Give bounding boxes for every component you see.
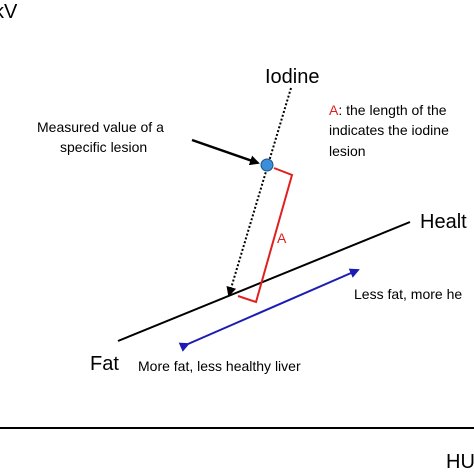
iodine-projection-line	[226, 87, 292, 297]
healthy-label: Healt	[420, 211, 467, 233]
a-explanation-text: : the length of the	[338, 102, 446, 118]
measured-value-line1: Measured value of a	[37, 119, 164, 135]
a-explanation-line1: A: the length of the	[329, 102, 447, 118]
iodine-label: Iodine	[265, 66, 320, 88]
length-a-label: A	[277, 230, 287, 246]
fat-healthy-line	[117, 221, 411, 342]
measured-value-line2: specific lesion	[60, 139, 147, 155]
measured-point	[260, 158, 274, 172]
a-explanation-line3: lesion	[329, 143, 366, 159]
a-explanation-line2: indicates the iodine	[329, 122, 449, 138]
a-explanation-marker: A	[329, 102, 339, 118]
less-fat-label: Less fat, more he	[354, 286, 462, 302]
y-axis-label: kV	[0, 1, 18, 23]
measured-value-arrow	[191, 138, 260, 166]
fat-health-double-arrow	[178, 268, 360, 352]
x-axis-label: HU	[446, 451, 474, 473]
fat-label: Fat	[90, 353, 119, 375]
more-fat-label: More fat, less healthy liver	[138, 358, 301, 374]
